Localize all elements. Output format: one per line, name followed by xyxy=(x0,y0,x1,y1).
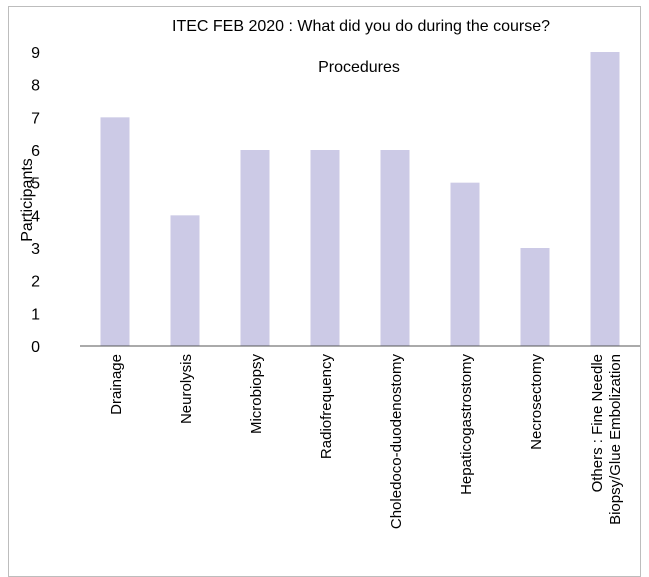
y-tick-label: 5 xyxy=(31,176,40,193)
x-tick-label: Hepaticogastrostomy xyxy=(458,354,475,495)
y-tick-label: 8 xyxy=(31,78,40,95)
bar xyxy=(310,150,340,346)
x-tick-label: Others : Fine Needle xyxy=(589,354,606,492)
bar xyxy=(170,215,200,346)
y-tick-label: 7 xyxy=(31,110,40,127)
bar xyxy=(450,182,480,346)
bar xyxy=(590,52,620,346)
bar xyxy=(520,248,550,346)
bar xyxy=(240,150,270,346)
x-tick-label: Microbiopsy xyxy=(248,354,265,435)
x-tick-label: Neurolysis xyxy=(178,354,195,424)
x-tick-label: Biopsy/Glue Embolization xyxy=(607,354,624,525)
bar xyxy=(380,150,410,346)
chart-subtitle: Procedures xyxy=(318,59,400,76)
y-axis-label: Participants xyxy=(19,158,36,242)
bar xyxy=(100,117,130,346)
x-tick-label: Drainage xyxy=(108,354,125,415)
x-tick-label: Necrosectomy xyxy=(528,354,545,450)
y-tick-label: 2 xyxy=(31,274,40,291)
y-tick-label: 9 xyxy=(31,45,40,62)
y-tick-label: 1 xyxy=(31,306,40,323)
y-tick-label: 4 xyxy=(31,208,40,225)
y-tick-label: 3 xyxy=(31,241,40,258)
x-tick-label: Radiofrequency xyxy=(318,354,335,460)
y-tick-label: 6 xyxy=(31,143,40,160)
plot-area: 0 1 2 3 4 5 6 7 8 9 Drainage Neurolysis Microbiopsy R… xyxy=(31,45,640,529)
chart-title: ITEC FEB 2020 : What did you do during t… xyxy=(172,18,550,35)
x-tick-label: Choledoco-duodenostomy xyxy=(388,354,405,530)
y-tick-label: 0 xyxy=(31,339,40,356)
